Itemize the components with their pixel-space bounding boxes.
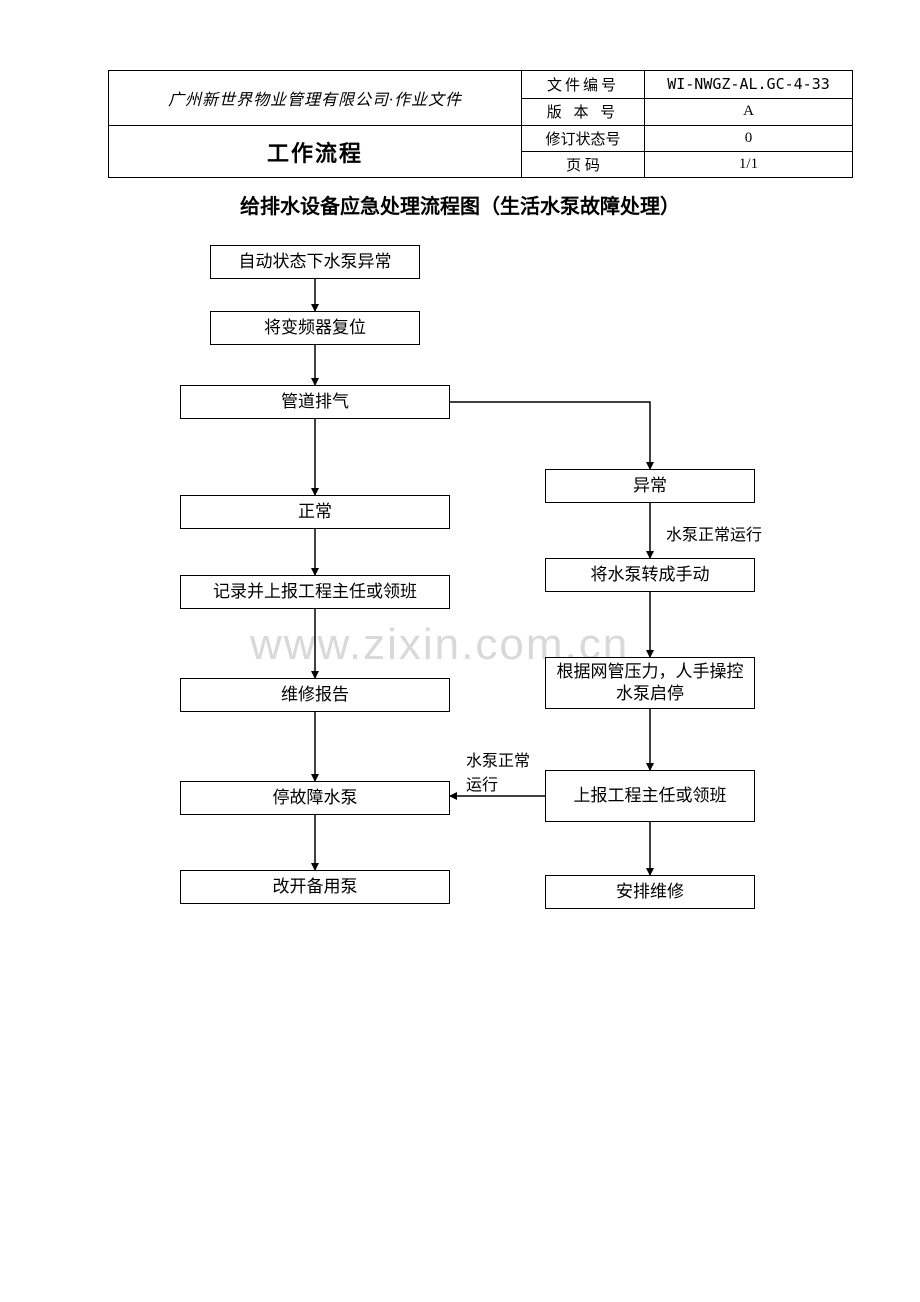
edge-label: 水泵正常 运行 (466, 747, 530, 795)
value-doc-no: WI-NWGZ-AL.GC-4-33 (645, 71, 853, 99)
value-version: A (645, 98, 853, 126)
flow-edges (0, 225, 920, 1025)
flow-node-n4: 正常 (180, 495, 450, 529)
label-doc-no: 文件编号 (522, 71, 645, 99)
flow-node-n7: 停故障水泵 (180, 781, 450, 815)
flow-node-n11: 根据网管压力，人手操控水泵启停 (545, 657, 755, 709)
flow-node-n2: 将变频器复位 (210, 311, 420, 345)
flow-node-n5: 记录并上报工程主任或领班 (180, 575, 450, 609)
flowchart: www.zixin.com.cn 自动状态下水泵异常将变频器复位管道排气正常记录… (0, 225, 920, 1025)
value-rev: 0 (645, 126, 853, 152)
edge-label: 水泵正常运行 (666, 521, 762, 545)
flow-node-n13: 安排维修 (545, 875, 755, 909)
company-line: 广州新世界物业管理有限公司·作业文件 (109, 71, 522, 126)
page: 广州新世界物业管理有限公司·作业文件 文件编号 WI-NWGZ-AL.GC-4-… (0, 0, 920, 1302)
flow-node-n12: 上报工程主任或领班 (545, 770, 755, 822)
label-version: 版 本 号 (522, 98, 645, 126)
flow-node-n9: 异常 (545, 469, 755, 503)
label-page: 页 码 (522, 152, 645, 178)
value-page: 1/1 (645, 152, 853, 178)
flow-node-n3: 管道排气 (180, 385, 450, 419)
flow-node-n1: 自动状态下水泵异常 (210, 245, 420, 279)
subtitle: 工作流程 (109, 126, 522, 178)
flow-node-n6: 维修报告 (180, 678, 450, 712)
flow-node-n10: 将水泵转成手动 (545, 558, 755, 592)
page-title: 给排水设备应急处理流程图（生活水泵故障处理） (0, 190, 920, 219)
header-table: 广州新世界物业管理有限公司·作业文件 文件编号 WI-NWGZ-AL.GC-4-… (108, 70, 853, 178)
flow-node-n8: 改开备用泵 (180, 870, 450, 904)
label-rev: 修订状态号 (522, 126, 645, 152)
